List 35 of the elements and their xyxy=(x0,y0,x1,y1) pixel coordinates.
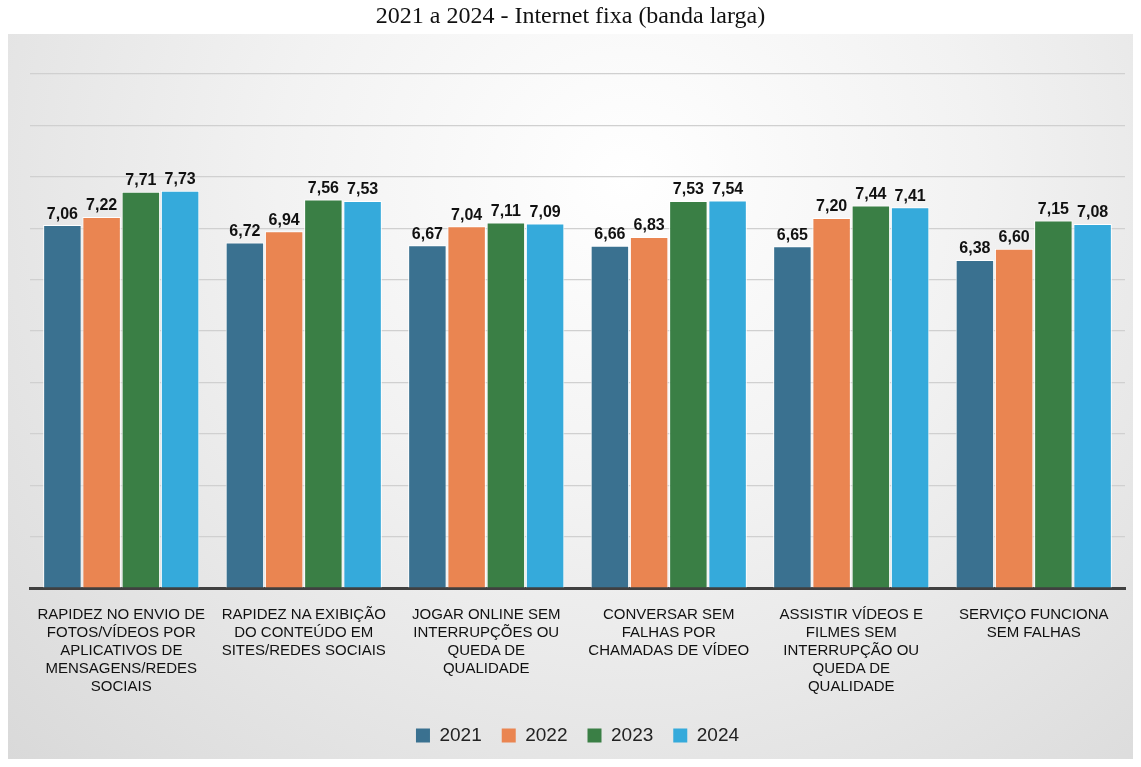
data-label: 6,72 xyxy=(229,222,261,239)
data-label: 7,22 xyxy=(86,196,118,214)
legend-label: 2022 xyxy=(525,723,568,745)
data-label: 7,73 xyxy=(164,170,196,188)
legend-label: 2023 xyxy=(611,723,654,745)
data-label: 7,20 xyxy=(816,197,848,215)
legend-label: 2024 xyxy=(696,723,740,745)
data-label: 7,53 xyxy=(672,180,705,198)
data-label: 7,11 xyxy=(490,201,522,219)
data-label: 6,83 xyxy=(633,216,665,234)
data-label: 7,15 xyxy=(1037,199,1070,217)
x-tick-label: ASSISTIR VÍDEOS E FILMES SEM INTERRUPÇÃO OU QUEDA DE QUALIDADE xyxy=(779,605,923,695)
data-label: 7,09 xyxy=(529,202,561,220)
data-label: 7,08 xyxy=(1077,203,1109,221)
data-label: 6,66 xyxy=(594,225,626,243)
data-label: 6,60 xyxy=(998,228,1030,246)
x-tick-label: CONVERSAR SEM FALHAS POR CHAMADAS DE VÍDEO xyxy=(588,605,750,659)
data-label: 6,38 xyxy=(959,239,991,257)
x-tick-label: RAPIDEZ NO ENVIO DE FOTOS/VÍDEOS POR APLICATIVOS DE MENSAGENS/REDES SOCIAIS xyxy=(37,605,206,695)
data-label: 6,67 xyxy=(411,224,444,242)
data-label: 7,53 xyxy=(347,180,379,198)
data-label: 6,65 xyxy=(776,225,809,243)
data-label: 7,54 xyxy=(712,179,744,197)
data-label: 7,56 xyxy=(307,178,340,196)
x-tick-label: SERVIÇO FUNCIONA SEM FALHAS xyxy=(958,605,1109,641)
data-label: 7,71 xyxy=(125,171,157,189)
data-label: 6,94 xyxy=(268,210,300,228)
x-tick-label: RAPIDEZ NA EXIBIÇÃO DO CONTEÚDO EM SITES/REDES SOCIAIS xyxy=(221,605,386,659)
chart-title: 2021 a 2024 - Internet fixa (banda larga) xyxy=(374,1,767,30)
legend-label: 2021 xyxy=(439,723,482,745)
data-label: 7,41 xyxy=(894,186,926,204)
data-label: 7,04 xyxy=(451,205,483,223)
data-label: 7,44 xyxy=(855,184,887,202)
data-label: 7,06 xyxy=(46,204,79,222)
x-tick-label: JOGAR ONLINE SEM INTERRUPÇÕES OU QUEDA DE QUALIDADE xyxy=(412,605,561,677)
